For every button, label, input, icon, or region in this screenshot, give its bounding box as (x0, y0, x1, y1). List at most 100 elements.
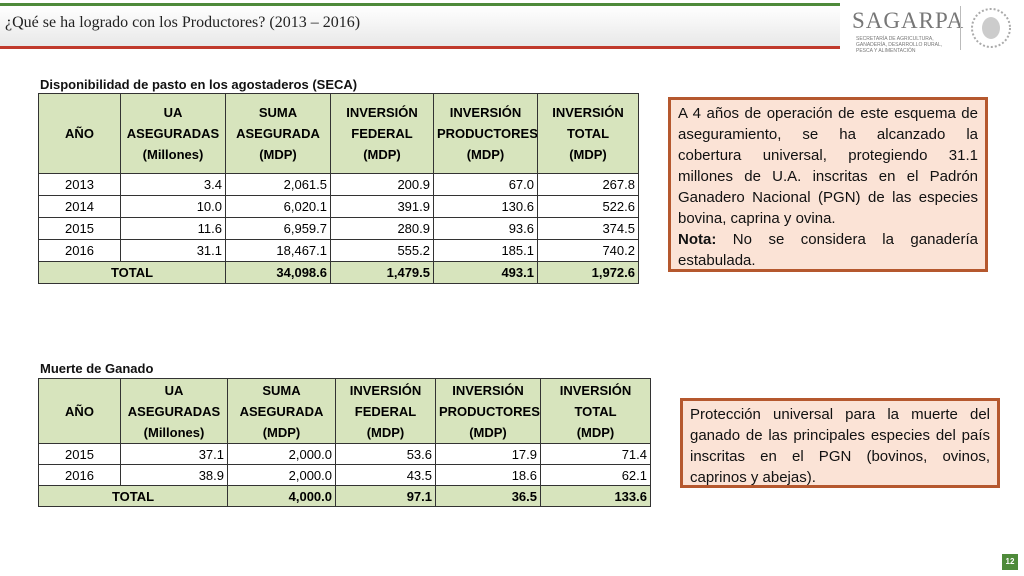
data-row: 2015 37.1 2,000.0 53.6 17.9 71.4 (38, 443, 651, 465)
cell: 740.2 (537, 239, 639, 262)
cell: 71.4 (540, 443, 651, 465)
total-cell: 1,479.5 (330, 261, 434, 284)
header-cell: SUMA ASEGURADA (MDP) (227, 378, 336, 444)
cell: 2014 (38, 195, 121, 218)
logo-line: PESCA Y ALIMENTACIÓN (856, 48, 916, 54)
header-line: (MDP) (576, 424, 615, 440)
note-text: Protección universal para la muerte del … (690, 406, 990, 486)
cell: 374.5 (537, 217, 639, 240)
cell: 37.1 (120, 443, 228, 465)
header-line: INVERSIÓN (559, 382, 632, 398)
page-number: 12 (1002, 554, 1018, 570)
title-band (0, 6, 840, 46)
header-line: UA (164, 382, 184, 398)
cell: 267.8 (537, 173, 639, 196)
table-title: Muerte de Ganado (40, 361, 154, 376)
data-row: 2013 3.4 2,061.5 200.9 67.0 267.8 (38, 173, 639, 196)
header-line: INVERSIÓN (452, 382, 524, 398)
data-row: 2015 11.6 6,959.7 280.9 93.6 374.5 (38, 217, 639, 240)
cell: 2016 (38, 239, 121, 262)
total-cell: 36.5 (435, 485, 541, 507)
cell: 391.9 (330, 195, 434, 218)
cell: 3.4 (120, 173, 226, 196)
cell: 18,467.1 (225, 239, 331, 262)
header-line: (Millones) (143, 424, 205, 440)
cell: 2016 (38, 464, 121, 486)
header-line: ASEGURADAS (126, 126, 220, 141)
header-line: (Millones) (142, 147, 204, 162)
cell: 2013 (38, 173, 121, 196)
header-line: INVERSIÓN (552, 105, 624, 120)
cell: 43.5 (335, 464, 436, 486)
header-line: TOTAL (574, 403, 617, 419)
header-line: (MDP) (466, 147, 505, 162)
logo-line: GANADERÍA, DESARROLLO RURAL, (856, 42, 943, 48)
header-cell: SUMA ASEGURADA (MDP) (225, 93, 331, 174)
cell: 10.0 (120, 195, 226, 218)
cell: 62.1 (540, 464, 651, 486)
header-line: INVERSIÓN (349, 382, 422, 398)
header-row: AÑO UA ASEGURADAS (Millones) SUMA ASEGURADA (M… (38, 378, 651, 444)
cell: 38.9 (120, 464, 228, 486)
cell: 93.6 (433, 217, 538, 240)
note-label: Nota: (678, 231, 717, 248)
data-table: AÑO UA ASEGURADAS (Millones) SUMA ASEGURADA (M… (38, 93, 639, 284)
bottom-rule (0, 46, 840, 49)
header-cell: INVERSIÓN PRODUCTORES (MDP) (433, 93, 538, 174)
total-cell: 133.6 (540, 485, 651, 507)
cell: 6,020.1 (225, 195, 331, 218)
data-row: 2016 31.1 18,467.1 555.2 185.1 740.2 (38, 239, 639, 262)
cell: 2,000.0 (227, 464, 336, 486)
total-row: TOTAL 34,098.6 1,479.5 493.1 1,972.6 (38, 261, 639, 284)
cell: 185.1 (433, 239, 538, 262)
emblem (971, 8, 1011, 48)
header-line: ASEGURADA (239, 403, 324, 419)
header-line: SUMA (262, 382, 301, 398)
header-cell: AÑO (38, 378, 121, 444)
total-row: TOTAL 4,000.0 97.1 36.5 133.6 (38, 485, 651, 507)
header-line: (MDP) (569, 147, 607, 162)
cell: 200.9 (330, 173, 434, 196)
table-title: Disponibilidad de pasto en los agostader… (40, 77, 358, 92)
cell: 130.6 (433, 195, 538, 218)
header-line: AÑO (65, 126, 94, 141)
total-cell: 1,972.6 (537, 261, 639, 284)
cell: 555.2 (330, 239, 434, 262)
total-cell: TOTAL (38, 485, 228, 507)
cell: 2015 (38, 443, 121, 465)
header-line: INVERSIÓN (449, 105, 522, 120)
header-cell: INVERSIÓN PRODUCTORES (MDP) (435, 378, 541, 444)
header-line: ASEGURADAS (127, 403, 221, 419)
data-row: 2014 10.0 6,020.1 391.9 130.6 522.6 (38, 195, 639, 218)
cell: 2015 (38, 217, 121, 240)
logo: SAGARPA (852, 8, 965, 33)
header-cell: AÑO (38, 93, 121, 174)
data-table: AÑO UA ASEGURADAS (Millones) SUMA ASEGURADA (M… (38, 378, 651, 507)
logo-line: SECRETARÍA DE AGRICULTURA, (856, 36, 934, 42)
logo-subtitle: SECRETARÍA DE AGRICULTURA, GANADERÍA, DES… (856, 36, 942, 54)
header-line: SUMA (258, 105, 298, 120)
cell: 31.1 (120, 239, 226, 262)
cell: 2,061.5 (225, 173, 331, 196)
cell: 280.9 (330, 217, 434, 240)
header-line: (MDP) (262, 424, 301, 440)
header-line: UA (163, 105, 183, 120)
data-row: 2016 38.9 2,000.0 43.5 18.6 62.1 (38, 464, 651, 486)
header-cell: UA ASEGURADAS (Millones) (120, 93, 226, 174)
note-text: No se considera la ganadería estabulada. (678, 231, 978, 269)
header-line: (MDP) (469, 424, 507, 440)
top-rule (0, 3, 840, 6)
header-line: AÑO (65, 403, 94, 419)
total-cell: 97.1 (335, 485, 436, 507)
header-cell: UA ASEGURADAS (Millones) (120, 378, 228, 444)
note-line: Nota: No se considera la ganadería estab… (678, 229, 978, 271)
header-line: PRODUCTORES (439, 403, 540, 419)
header-line: (MDP) (366, 424, 405, 440)
note-box: A 4 años de operación de este esquema de… (668, 97, 988, 272)
cell: 18.6 (435, 464, 541, 486)
total-cell: 493.1 (433, 261, 538, 284)
total-cell: 34,098.6 (225, 261, 331, 284)
cell: 17.9 (435, 443, 541, 465)
header-line: PRODUCTORES (437, 126, 538, 141)
